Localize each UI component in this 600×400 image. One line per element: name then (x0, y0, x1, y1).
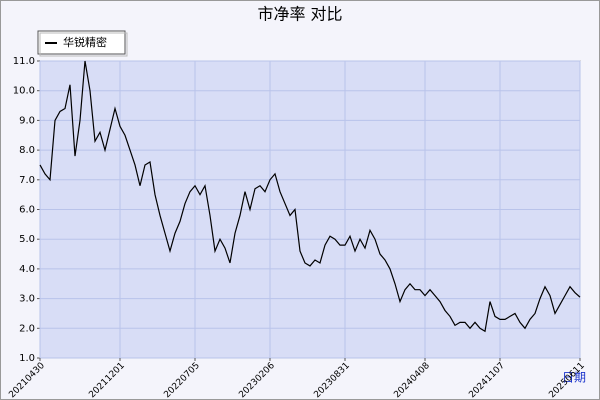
y-tick-label: 4.0 (19, 264, 35, 275)
y-tick-label: 5.0 (19, 234, 35, 245)
y-tick-label: 1.0 (19, 353, 35, 364)
legend-shadow (39, 32, 128, 57)
y-tick-label: 6.0 (19, 205, 35, 216)
series-line (39, 60, 581, 333)
x-axis-label: 日期 (562, 371, 586, 385)
chart-title: 市净率 对比 (257, 5, 342, 24)
legend-label: 华锐精密 (63, 35, 107, 49)
y-tick-label: 8.0 (19, 145, 35, 156)
y-tick-label: 3.0 (19, 294, 35, 305)
y-tick-label: 10.0 (13, 86, 35, 97)
y-tick-label: 9.0 (19, 115, 35, 126)
y-tick-label: 7.0 (19, 175, 35, 186)
legend-box (37, 30, 126, 55)
y-tick-label: 2.0 (19, 323, 35, 334)
y-tick-label: 11.0 (13, 56, 35, 67)
